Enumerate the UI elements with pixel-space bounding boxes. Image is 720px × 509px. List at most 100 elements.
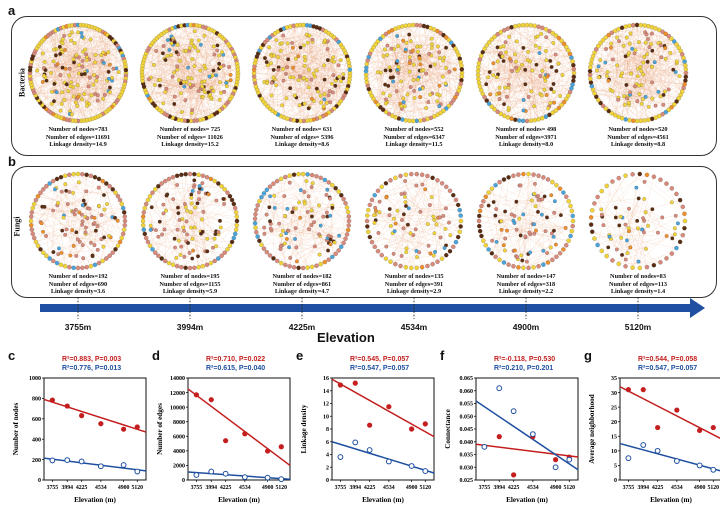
x-tick-label: 4900 xyxy=(694,485,706,491)
fungi-point xyxy=(366,447,373,453)
bacteria-point xyxy=(409,426,415,432)
x-tick-label: 4534 xyxy=(383,485,395,491)
fungi-row-title: Fungi xyxy=(12,216,22,237)
bacteria-point xyxy=(674,407,680,413)
fungi-point xyxy=(120,462,127,468)
elevation-label: 3755m xyxy=(64,322,92,332)
bacteria-point xyxy=(367,422,373,428)
fungi-point xyxy=(408,463,415,469)
elevation-label: 4225m xyxy=(288,322,316,332)
x-tick-label: 4225 xyxy=(652,485,664,491)
bacteria-point xyxy=(640,387,646,393)
x-tick-label: 4534 xyxy=(95,485,107,491)
fungi-network-5 xyxy=(476,171,576,271)
fungi-edges-text: Number of edges=1155 xyxy=(159,280,221,288)
y-tick-label: 2 xyxy=(326,465,329,471)
chart-c: 0 200 400 600 800 1000 3755 3994 4225 4534 4900 512… xyxy=(12,376,147,504)
fungi-fit-line xyxy=(331,441,435,474)
bacteria-nodes-text: Number of nodes=783 xyxy=(48,126,108,133)
y-tick-label: 10 xyxy=(611,449,617,455)
bacteria-point xyxy=(710,424,716,431)
bacteria-point xyxy=(511,472,517,478)
y-tick-label: 6 xyxy=(326,440,329,446)
x-axis-label: Elevation (m) xyxy=(506,496,548,504)
x-tick-label: 4900 xyxy=(550,485,562,491)
bacteria-network-3 xyxy=(251,22,353,124)
fungi-point xyxy=(529,431,536,437)
elevation-label: 3994m xyxy=(176,322,204,332)
y-tick-label: 16 xyxy=(323,376,329,382)
fungi-point xyxy=(481,443,488,450)
fungi-point xyxy=(673,458,680,464)
fungi-edges-text: Number of edges=391 xyxy=(384,280,444,288)
bacteria-point xyxy=(625,387,631,393)
y-tick-label: 0 xyxy=(182,478,185,484)
fungi-edges-text: Number of edges=113 xyxy=(608,280,668,288)
x-tick-label: 3994 xyxy=(493,485,505,491)
x-tick-label: 4534 xyxy=(671,485,683,491)
bacteria-fit-stat: R²=0.883, P=0.003 xyxy=(62,356,122,363)
chart-g: 0 5 10 15 20 25 30 35 3755 3994 4225 4534 4900 5120 El… xyxy=(588,376,720,504)
y-tick-label: 6000 xyxy=(173,434,185,440)
bacteria-fit-line xyxy=(619,386,720,440)
fungi-nodes-text: Number of nodes=147 xyxy=(496,273,556,280)
y-tick-label: 0.050 xyxy=(460,414,474,420)
bacteria-fit-line xyxy=(43,398,147,433)
y-axis-label: Average neighborhood xyxy=(588,394,596,464)
bacteria-fit-stat: R²=0.545, P=0.057 xyxy=(350,356,410,363)
y-axis-label: Connectance xyxy=(444,409,452,449)
y-tick-label: 0.025 xyxy=(460,478,474,484)
bacteria-network-2 xyxy=(139,22,241,124)
fungi-stats-4: Number of nodes=135 Number of edges=391 Li… xyxy=(359,273,469,296)
fungi-point xyxy=(566,456,573,463)
fungi-point xyxy=(97,463,104,470)
chart-e: 0 2 4 6 8 10 12 14 16 3755 3994 4225 4534 4900 5120 Ele… xyxy=(300,376,435,504)
x-tick-label: 4900 xyxy=(262,485,274,491)
chart-c-label: c xyxy=(8,348,16,363)
y-tick-label: 8 xyxy=(326,427,329,433)
fungi-point xyxy=(625,455,632,462)
bacteria-edges-text: Number of edges= 11026 xyxy=(157,133,223,141)
bacteria-edges-text: Number of edges= 5396 xyxy=(270,133,334,141)
bacteria-point xyxy=(49,397,55,403)
y-tick-label: 800 xyxy=(32,397,41,403)
y-tick-label: 4000 xyxy=(173,449,185,455)
x-tick-label: 4900 xyxy=(118,485,130,491)
chart-frame xyxy=(187,377,291,481)
fungi-nodes-text: Number of nodes=135 xyxy=(384,273,444,280)
bacteria-fit-stat: R²=-0.118, P=0.530 xyxy=(494,356,556,363)
fungi-point xyxy=(496,385,503,392)
y-tick-label: 35 xyxy=(611,376,617,382)
y-tick-label: 0.030 xyxy=(460,465,474,471)
chart-g-label: g xyxy=(584,348,592,363)
bacteria-stats-4: Number of nodes=552 Number of edges=6347 L… xyxy=(359,126,469,149)
x-tick-label: 4225 xyxy=(364,485,376,491)
fungi-density-text: Linkage density=2.9 xyxy=(386,288,442,295)
bacteria-stats-6: Number of nodes=520 Number of edges=4561 L… xyxy=(583,126,693,149)
bacteria-density-text: Linkage density=8.6 xyxy=(274,141,330,148)
fungi-fit-stat: R²=0.547, P=0.057 xyxy=(350,365,410,372)
x-tick-label: 3755 xyxy=(335,485,347,491)
fungi-stats-2: Number of nodes=195 Number of edges=1155 L… xyxy=(135,273,245,296)
bacteria-edges-text: Number of edges=3971 xyxy=(495,133,557,141)
fungi-density-text: Linkage density=3.6 xyxy=(50,288,106,295)
elevation-label: 4534m xyxy=(400,322,428,332)
fungi-network-2 xyxy=(140,171,240,271)
y-axis-label: Number of edges xyxy=(156,403,164,455)
y-tick-label: 14 xyxy=(323,389,329,395)
fungi-point xyxy=(352,439,359,446)
bacteria-nodes-text: Number of nodes=520 xyxy=(608,126,668,133)
bacteria-density-text: Linkage density=11.5 xyxy=(385,141,443,148)
bacteria-panel xyxy=(11,16,717,156)
y-axis-label: Linkage density xyxy=(300,404,308,453)
bacteria-edges-text: Number of edges=11691 xyxy=(45,133,111,141)
bacteria-point xyxy=(352,380,358,386)
fungi-point xyxy=(710,466,717,473)
y-tick-label: 25 xyxy=(611,405,617,411)
y-tick-label: 0.055 xyxy=(460,402,474,408)
fungi-network-1 xyxy=(28,171,128,271)
fungi-point xyxy=(134,468,141,475)
fungi-point xyxy=(208,468,215,475)
chart-e-label: e xyxy=(296,348,304,363)
fungi-fit-stat: R²=0.615, P=0.040 xyxy=(206,365,266,372)
